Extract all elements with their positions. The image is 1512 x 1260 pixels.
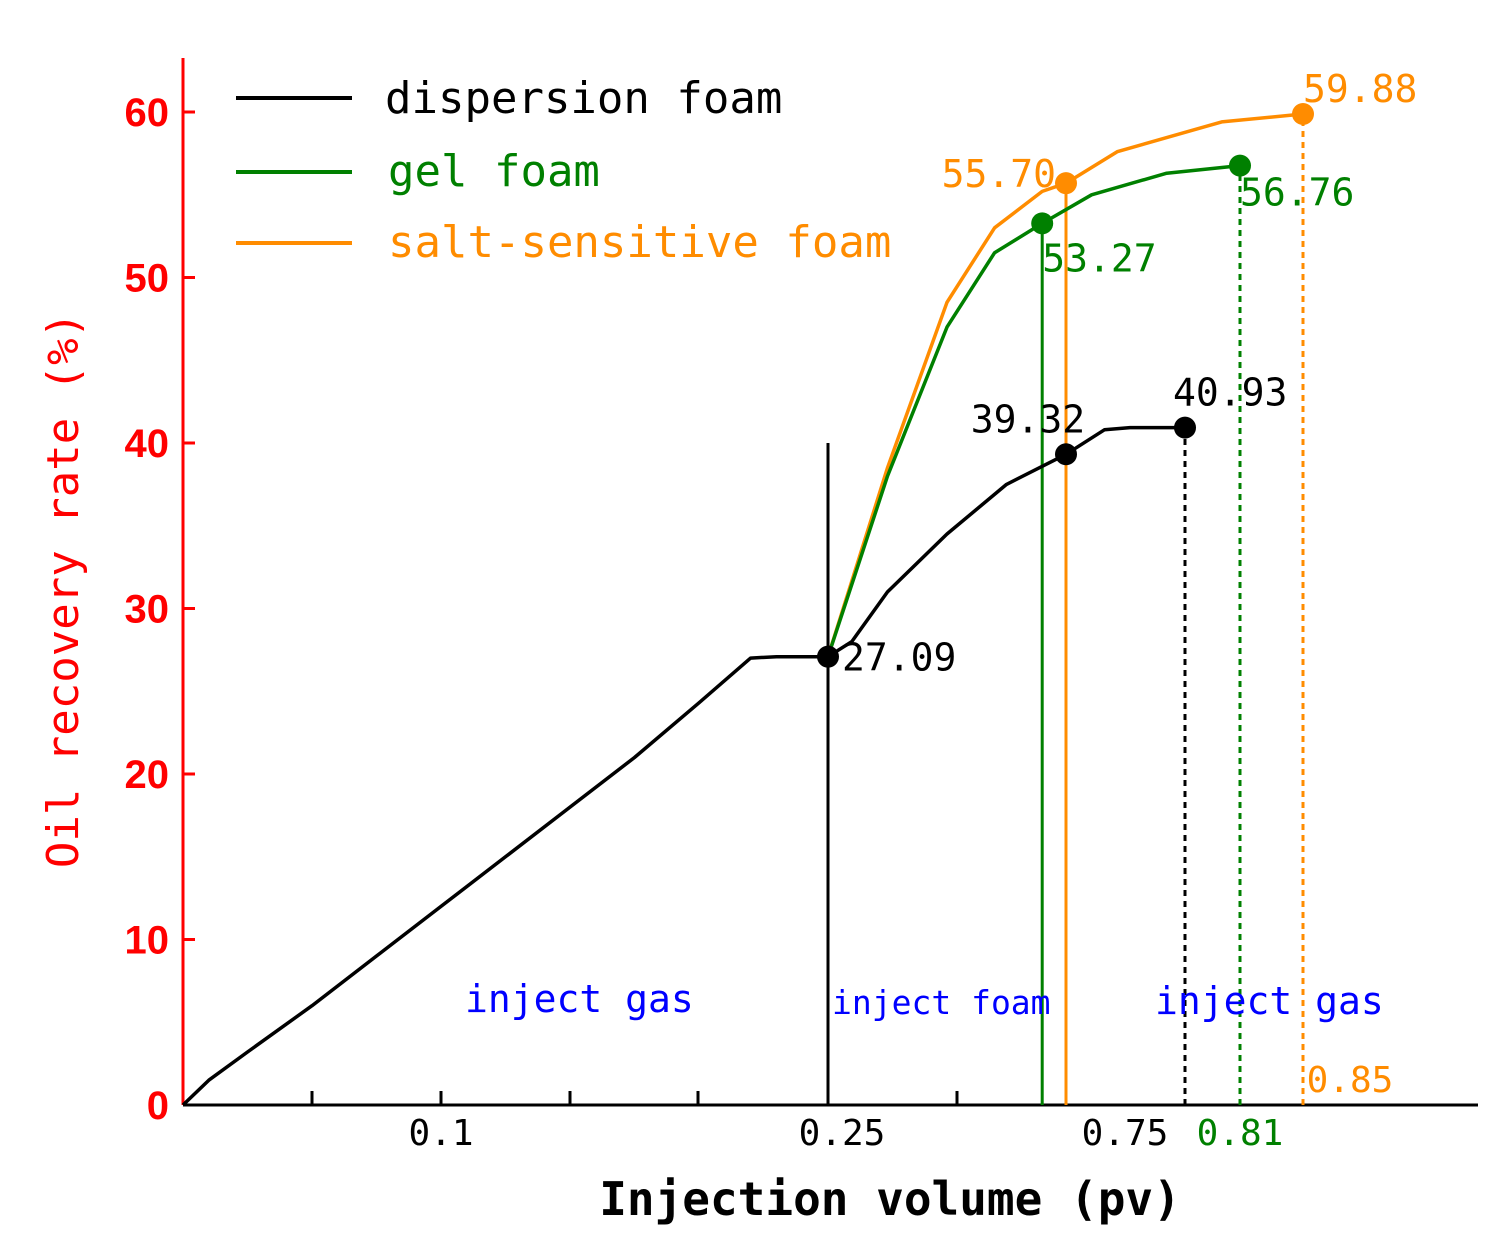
data-point-marker [817, 645, 839, 668]
x-tick-label: 0.1 [408, 1113, 473, 1154]
series-lines [181, 112, 1304, 1107]
legend-label-dispersion-foam: dispersion foam [385, 73, 782, 124]
y-tick-label: 10 [125, 919, 170, 963]
series-line [181, 425, 1185, 1107]
series-line [826, 112, 1304, 658]
y-tick-label: 40 [125, 422, 170, 466]
data-point-marker [1229, 154, 1251, 177]
data-point-label: 53.27 [1042, 236, 1156, 280]
legend-label-gel-foam: gel foam [388, 146, 600, 197]
y-axis-title: Oil recovery rate (%) [38, 312, 89, 868]
region-label-inject-gas-2: inject gas [1155, 979, 1384, 1023]
data-point-label: 40.93 [1173, 371, 1287, 415]
y-tick-label: 60 [125, 91, 170, 135]
vertical-markers [826, 113, 1305, 1105]
y-tick-label: 50 [125, 257, 170, 301]
region-label-inject-gas-1: inject gas [465, 977, 694, 1021]
y-tick-label: 0 [147, 1084, 169, 1128]
series-line [826, 163, 1241, 658]
data-point-marker [1031, 212, 1054, 235]
data-point-marker [1055, 443, 1077, 466]
x-tick-label: 0.85 [1307, 1060, 1394, 1101]
data-point-marker [1055, 172, 1077, 195]
x-axis-title: Injection volume (pv) [599, 1172, 1181, 1226]
region-label-inject-foam: inject foam [832, 983, 1051, 1022]
y-ticks: 0 10 20 30 40 50 60 [125, 91, 195, 1128]
x-tick-label: 0.75 [1082, 1113, 1169, 1154]
x-ticks: 0.1 0.25 0.75 0.81 0.85 [310, 1060, 1394, 1154]
data-labels: 27.09 39.32 40.93 53.27 56.76 55.70 59.88 [842, 67, 1417, 680]
data-point-label: 59.88 [1303, 67, 1417, 111]
y-tick-label: 20 [125, 753, 170, 797]
data-point-label: 27.09 [842, 636, 956, 680]
data-point-marker [1174, 416, 1196, 439]
x-tick-label: 0.81 [1197, 1113, 1284, 1154]
legend-label-salt-sensitive-foam: salt-sensitive foam [388, 217, 891, 268]
data-point-label: 39.32 [971, 397, 1085, 441]
data-point-marker [1292, 102, 1314, 125]
data-point-label: 55.70 [942, 152, 1056, 196]
data-points [817, 102, 1314, 668]
data-point-label: 56.76 [1240, 171, 1354, 215]
y-tick-label: 30 [125, 588, 170, 632]
x-tick-label: 0.25 [799, 1113, 886, 1154]
legend: dispersion foam gel foam salt-sensitive … [236, 73, 891, 268]
